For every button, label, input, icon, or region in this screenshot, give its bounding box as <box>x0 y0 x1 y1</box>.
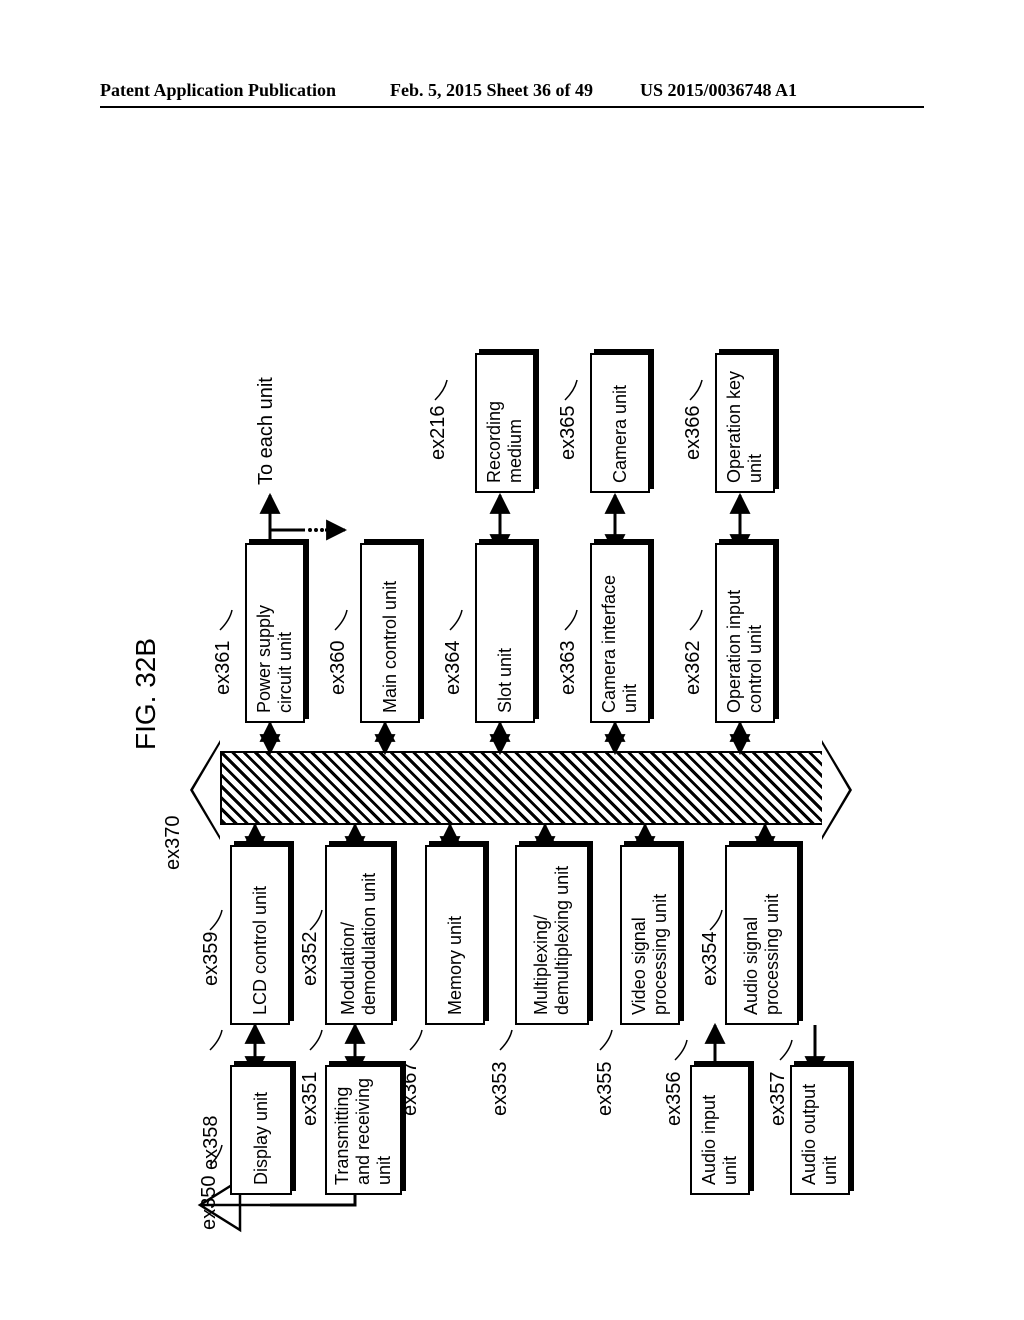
block-main-label: Main control unit <box>380 581 401 713</box>
figure-title: FIG. 32B <box>130 638 162 750</box>
block-camera-label: Camera unit <box>610 385 631 483</box>
ref-video: ex355 <box>594 1062 617 1117</box>
ref-lcd: ex359 <box>200 932 223 987</box>
header-center: Feb. 5, 2015 Sheet 36 of 49 <box>390 80 593 101</box>
block-muxdemux-label: Multiplexing/ demultiplexing unit <box>531 855 572 1015</box>
block-recmed-label: Recording medium <box>484 363 525 483</box>
block-opkey-label: Operation key unit <box>724 363 765 483</box>
block-modem: Modulation/ demodulation unit <box>325 845 393 1025</box>
ref-modem: ex352 <box>299 932 322 987</box>
system-bus <box>190 755 850 825</box>
block-muxdemux: Multiplexing/ demultiplexing unit <box>515 845 589 1025</box>
figure-area: FIG. 32B ex370 <box>100 150 924 1250</box>
ref-muxdemux: ex353 <box>489 1062 512 1117</box>
bus-body <box>220 751 824 825</box>
ref-audioin: ex356 <box>663 1072 686 1127</box>
ref-power: ex361 <box>212 641 235 696</box>
ref-recmed: ex216 <box>427 406 450 461</box>
block-txrx: Transmitting and receiving unit <box>325 1065 402 1195</box>
block-recmed: Recording medium <box>475 353 535 493</box>
block-audioin: Audio input unit <box>690 1065 750 1195</box>
block-audioproc: Audio signal processing unit <box>725 845 799 1025</box>
ref-camera: ex365 <box>557 406 580 461</box>
ref-slot: ex364 <box>442 641 465 696</box>
block-lcd: LCD control unit <box>230 845 290 1025</box>
block-power: Power supply circuit unit <box>245 543 305 723</box>
block-power-label: Power supply circuit unit <box>254 553 295 713</box>
block-video-label: Video signal processing unit <box>629 855 670 1015</box>
block-audioproc-label: Audio signal processing unit <box>741 855 782 1015</box>
block-audioout-label: Audio output unit <box>799 1075 840 1185</box>
block-camif-label: Camera interface unit <box>599 553 640 713</box>
bus-label: ex370 <box>162 816 185 871</box>
ref-audioout: ex357 <box>767 1072 790 1127</box>
block-main: Main control unit <box>360 543 420 723</box>
page: Patent Application Publication Feb. 5, 2… <box>0 0 1024 1320</box>
block-modem-label: Modulation/ demodulation unit <box>338 855 379 1015</box>
block-display-label: Display unit <box>251 1092 272 1185</box>
block-audioin-label: Audio input unit <box>699 1075 740 1185</box>
block-camera: Camera unit <box>590 353 650 493</box>
block-opin: Operation input control unit <box>715 543 775 723</box>
block-opin-label: Operation input control unit <box>724 553 765 713</box>
ref-memory: ex367 <box>399 1062 422 1117</box>
block-slot-label: Slot unit <box>495 648 516 713</box>
ref-txrx: ex351 <box>299 1072 322 1127</box>
block-memory: Memory unit <box>425 845 485 1025</box>
block-slot: Slot unit <box>475 543 535 723</box>
figure-rotated: FIG. 32B ex370 <box>100 150 924 1250</box>
block-audioout: Audio output unit <box>790 1065 850 1195</box>
ref-audioproc: ex354 <box>699 932 722 987</box>
block-lcd-label: LCD control unit <box>250 886 271 1015</box>
block-video: Video signal processing unit <box>620 845 680 1025</box>
block-memory-label: Memory unit <box>445 916 466 1015</box>
header-rule <box>100 106 924 108</box>
ref-camif: ex363 <box>557 641 580 696</box>
ref-main: ex360 <box>327 641 350 696</box>
to-each-unit-label: To each unit <box>255 377 278 485</box>
block-txrx-label: Transmitting and receiving unit <box>332 1075 394 1185</box>
ref-display: ex358 <box>200 1116 223 1171</box>
ref-opkey: ex366 <box>682 406 705 461</box>
ref-opin: ex362 <box>682 641 705 696</box>
block-display: Display unit <box>230 1065 292 1195</box>
block-opkey: Operation key unit <box>715 353 775 493</box>
ref-antenna: ex350 <box>198 1176 221 1231</box>
header-left: Patent Application Publication <box>100 80 336 101</box>
block-camif: Camera interface unit <box>590 543 650 723</box>
header-right: US 2015/0036748 A1 <box>640 80 797 101</box>
